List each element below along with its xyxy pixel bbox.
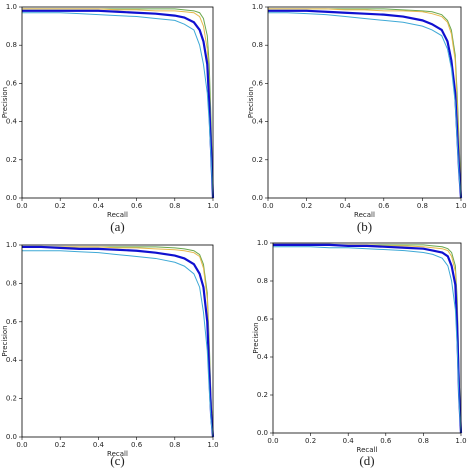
x-tick-label: 0.2 bbox=[55, 202, 66, 210]
y-tick-label: 0.4 bbox=[6, 118, 18, 126]
y-axis-label: Precision bbox=[247, 87, 255, 118]
y-axis-label: Precision bbox=[1, 87, 9, 118]
pr-curve bbox=[268, 8, 462, 199]
x-tick-label: 1.0 bbox=[207, 441, 218, 449]
x-tick-label: 1.0 bbox=[455, 202, 466, 210]
y-tick-label: 0.0 bbox=[252, 194, 263, 202]
x-tick-label: 0.8 bbox=[169, 441, 180, 449]
y-tick-label: 0.6 bbox=[257, 315, 269, 323]
y-tick-label: 0.2 bbox=[6, 395, 17, 403]
panel-label: (d) bbox=[359, 453, 374, 468]
x-tick-label: 0.8 bbox=[418, 437, 429, 445]
y-tick-label: 0.4 bbox=[257, 353, 269, 361]
x-tick-label: 0.6 bbox=[131, 202, 143, 210]
x-tick-label: 0.8 bbox=[169, 202, 180, 210]
x-tick-label: 0.2 bbox=[55, 441, 66, 449]
x-tick-label: 0.0 bbox=[16, 202, 27, 210]
y-tick-label: 0.6 bbox=[252, 79, 264, 87]
pr-curve bbox=[268, 12, 462, 199]
x-tick-label: 0.4 bbox=[93, 441, 105, 449]
y-tick-label: 1.0 bbox=[252, 3, 263, 11]
axes-frame bbox=[272, 242, 462, 434]
pr-curve bbox=[273, 243, 463, 434]
x-tick-label: 0.6 bbox=[131, 441, 143, 449]
y-tick-label: 1.0 bbox=[257, 239, 268, 247]
pr-curve bbox=[22, 246, 214, 438]
x-axis-label: Recall bbox=[107, 450, 128, 458]
axes-frame bbox=[21, 6, 214, 199]
x-tick-label: 1.0 bbox=[455, 437, 466, 445]
panel-label: (c) bbox=[110, 453, 124, 468]
x-tick-label: 0.6 bbox=[380, 437, 392, 445]
x-tick-label: 0.0 bbox=[16, 441, 27, 449]
pr-curve bbox=[22, 8, 214, 199]
x-axis-label: Recall bbox=[357, 446, 378, 454]
y-tick-label: 0.0 bbox=[6, 194, 17, 202]
y-tick-label: 0.4 bbox=[252, 118, 264, 126]
y-tick-label: 0.6 bbox=[6, 79, 18, 87]
pr-curve bbox=[22, 245, 215, 438]
pr-curve bbox=[273, 244, 462, 434]
pr-curve bbox=[22, 12, 214, 199]
axes-frame bbox=[267, 6, 462, 199]
y-tick-label: 1.0 bbox=[6, 3, 17, 11]
x-axis-label: Recall bbox=[354, 211, 375, 219]
panel-label: (a) bbox=[110, 219, 124, 234]
pr-curve bbox=[273, 246, 462, 434]
axes-frame bbox=[21, 244, 214, 438]
y-tick-label: 0.8 bbox=[252, 41, 263, 49]
x-tick-label: 0.0 bbox=[262, 202, 273, 210]
x-tick-label: 0.2 bbox=[301, 202, 312, 210]
y-tick-label: 0.2 bbox=[257, 391, 268, 399]
y-axis-label: Precision bbox=[1, 325, 9, 356]
y-axis-label: Precision bbox=[252, 322, 260, 353]
y-tick-label: 0.6 bbox=[6, 318, 18, 326]
y-tick-label: 0.0 bbox=[6, 433, 17, 441]
x-tick-label: 0.6 bbox=[378, 202, 390, 210]
y-tick-label: 0.0 bbox=[257, 429, 268, 437]
y-tick-label: 1.0 bbox=[6, 241, 17, 249]
x-axis-label: Recall bbox=[107, 211, 128, 219]
pr-curve bbox=[268, 8, 462, 199]
y-tick-label: 0.2 bbox=[252, 156, 263, 164]
pr-curve bbox=[22, 9, 215, 199]
pr-curve bbox=[22, 8, 214, 199]
x-tick-label: 0.8 bbox=[417, 202, 428, 210]
x-tick-label: 0.4 bbox=[340, 202, 352, 210]
x-tick-label: 0.4 bbox=[93, 202, 105, 210]
panel-label: (b) bbox=[357, 219, 372, 234]
pr-curve bbox=[273, 244, 462, 434]
x-tick-label: 1.0 bbox=[207, 202, 218, 210]
y-tick-label: 0.4 bbox=[6, 356, 18, 364]
y-tick-label: 0.8 bbox=[257, 277, 268, 285]
x-tick-label: 0.4 bbox=[343, 437, 355, 445]
y-tick-label: 0.8 bbox=[6, 279, 17, 287]
pr-curve bbox=[22, 246, 214, 438]
y-tick-label: 0.8 bbox=[6, 41, 17, 49]
x-tick-label: 0.2 bbox=[305, 437, 316, 445]
x-tick-label: 0.0 bbox=[267, 437, 278, 445]
pr-curve bbox=[268, 9, 463, 199]
pr-curve bbox=[22, 250, 214, 438]
y-tick-label: 0.2 bbox=[6, 156, 17, 164]
